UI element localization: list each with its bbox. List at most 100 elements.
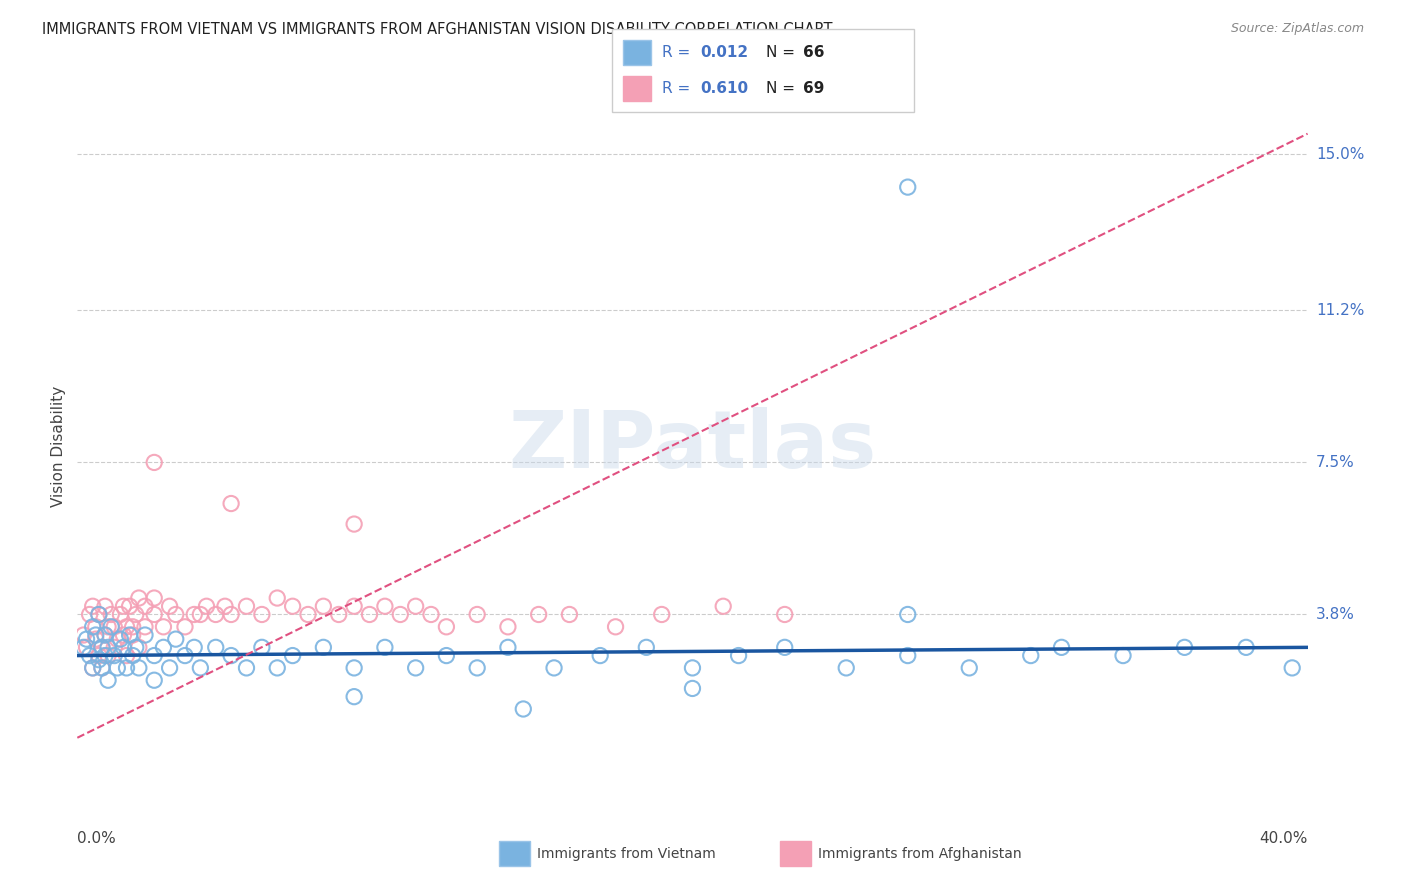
Point — [159, 599, 181, 614]
Point — [436, 620, 458, 634]
Point — [72, 628, 94, 642]
Point — [87, 607, 110, 622]
Point — [204, 607, 226, 622]
Point — [1112, 648, 1135, 663]
Text: Source: ZipAtlas.com: Source: ZipAtlas.com — [1230, 22, 1364, 36]
Point — [115, 661, 138, 675]
Point — [235, 661, 257, 675]
Text: 3.8%: 3.8% — [1316, 607, 1355, 622]
Point — [436, 648, 458, 663]
Point — [76, 632, 98, 647]
Point — [103, 648, 125, 663]
Point — [343, 661, 366, 675]
Point — [121, 648, 143, 663]
Point — [118, 628, 141, 642]
Point — [79, 607, 101, 622]
Point — [125, 640, 148, 655]
Point — [112, 628, 135, 642]
Point — [97, 640, 120, 655]
Point — [897, 607, 920, 622]
Point — [82, 599, 104, 614]
Point — [636, 640, 658, 655]
Point — [82, 661, 104, 675]
Point — [100, 607, 122, 622]
Point — [711, 599, 734, 614]
Point — [100, 620, 122, 634]
Point — [281, 599, 304, 614]
Point — [195, 599, 218, 614]
Point — [558, 607, 581, 622]
Point — [143, 673, 166, 688]
Point — [103, 640, 125, 655]
Point — [76, 640, 98, 655]
Point — [87, 653, 110, 667]
Point — [134, 599, 156, 614]
Point — [589, 648, 612, 663]
Text: IMMIGRANTS FROM VIETNAM VS IMMIGRANTS FROM AFGHANISTAN VISION DISABILITY CORRELA: IMMIGRANTS FROM VIETNAM VS IMMIGRANTS FR… — [42, 22, 832, 37]
Point — [174, 648, 197, 663]
Text: 0.012: 0.012 — [700, 45, 748, 60]
Point — [105, 632, 128, 647]
Point — [328, 607, 350, 622]
Point — [682, 681, 704, 696]
Point — [188, 661, 212, 675]
Point — [87, 607, 110, 622]
Point — [143, 648, 166, 663]
Point — [219, 607, 242, 622]
Point — [134, 620, 156, 634]
Text: N =: N = — [766, 45, 800, 60]
Point — [165, 632, 187, 647]
Point — [405, 599, 427, 614]
Text: R =: R = — [662, 81, 696, 96]
Text: 0.0%: 0.0% — [77, 831, 117, 847]
Point — [1050, 640, 1073, 655]
Point — [235, 599, 257, 614]
Point — [97, 648, 120, 663]
Point — [174, 620, 197, 634]
Point — [1234, 640, 1257, 655]
Point — [1281, 661, 1303, 675]
Point — [527, 607, 550, 622]
Point — [121, 628, 143, 642]
Point — [143, 591, 166, 605]
Point — [312, 640, 335, 655]
Point — [79, 648, 101, 663]
Point — [90, 640, 114, 655]
Point — [112, 640, 135, 655]
Point — [359, 607, 381, 622]
Point — [183, 607, 205, 622]
Point — [219, 496, 242, 510]
Point — [266, 591, 288, 605]
Point — [112, 599, 135, 614]
Point — [250, 607, 273, 622]
Point — [773, 607, 796, 622]
Point — [72, 640, 94, 655]
Point — [128, 640, 150, 655]
Point — [115, 620, 138, 634]
Text: 7.5%: 7.5% — [1316, 455, 1355, 470]
Text: Immigrants from Vietnam: Immigrants from Vietnam — [537, 847, 716, 861]
Point — [281, 648, 304, 663]
Point — [204, 640, 226, 655]
Point — [118, 599, 141, 614]
Text: N =: N = — [766, 81, 800, 96]
Text: 69: 69 — [803, 81, 824, 96]
Point — [82, 661, 104, 675]
Point — [165, 607, 187, 622]
Point — [110, 632, 132, 647]
Text: R =: R = — [662, 45, 696, 60]
Point — [110, 607, 132, 622]
Point — [105, 661, 128, 675]
Text: 40.0%: 40.0% — [1260, 831, 1308, 847]
Point — [84, 632, 107, 647]
Point — [84, 628, 107, 642]
Point — [250, 640, 273, 655]
Point — [159, 661, 181, 675]
Point — [343, 517, 366, 532]
Point — [496, 640, 519, 655]
Point — [297, 607, 319, 622]
Point — [214, 599, 236, 614]
Point — [219, 648, 242, 663]
Point — [115, 648, 138, 663]
Point — [835, 661, 858, 675]
